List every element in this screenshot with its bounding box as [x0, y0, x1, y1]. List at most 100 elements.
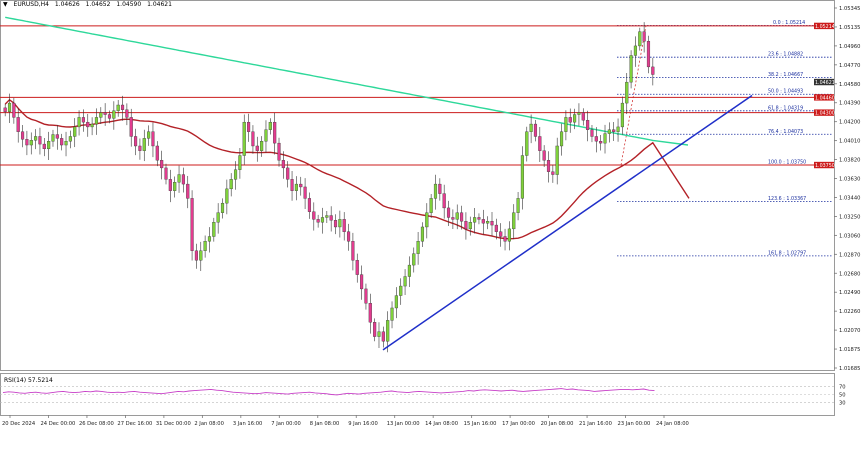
- bear-candle: [442, 193, 446, 209]
- bull-candle: [260, 141, 264, 151]
- y-tick-label: 1.02680: [839, 271, 860, 277]
- bear-candle: [120, 104, 125, 110]
- current-price-label: 1.04621: [815, 80, 835, 86]
- bear-candle: [316, 219, 320, 223]
- bear-candle: [342, 219, 346, 232]
- bull-candle: [620, 102, 624, 128]
- bear-candle: [103, 112, 107, 115]
- bull-candle: [325, 215, 329, 218]
- resistance-price-badge: [814, 161, 834, 169]
- symbol-label: EURUSD,H4: [13, 1, 49, 8]
- y-tick-label: 1.02260: [839, 309, 860, 315]
- bull-candle: [416, 241, 420, 254]
- bear-candle: [273, 121, 277, 144]
- bear-candle: [590, 129, 594, 137]
- bull-candle: [147, 131, 151, 139]
- high-value: 1.04652: [85, 1, 111, 8]
- bull-candle: [529, 123, 533, 132]
- bear-candle: [12, 102, 16, 118]
- bull-candle: [425, 212, 429, 228]
- x-tick-label: 24 Dec 00:00: [40, 421, 75, 427]
- bear-candle: [86, 121, 90, 128]
- resistance-price-label: 1.04460: [815, 95, 835, 101]
- y-tick-label: 1.03820: [839, 158, 860, 164]
- bull-candle: [320, 217, 325, 223]
- bear-candle: [129, 117, 133, 137]
- bear-candle: [333, 220, 338, 228]
- y-tick-label: 1.03250: [839, 214, 860, 220]
- bear-candle: [134, 136, 138, 147]
- bear-candle: [581, 112, 585, 121]
- bull-candle: [73, 126, 77, 137]
- bull-candle: [399, 285, 403, 296]
- resistance-lines-layer: 1.05214 1.04460 1.04300 1.03750 1.04621: [0, 22, 835, 169]
- bull-candle: [203, 241, 207, 251]
- bull-candle: [564, 117, 568, 132]
- x-tick-label: 17 Jan 00:00: [502, 421, 535, 427]
- bear-candle: [3, 107, 7, 112]
- y-tick-label: 1.03440: [839, 195, 860, 201]
- resistance-price-badge: [814, 94, 834, 101]
- bull-candle: [386, 320, 390, 342]
- bear-candle: [368, 303, 372, 323]
- x-tick-label: 27 Dec 16:00: [117, 421, 152, 427]
- y-tick-label: 1.04770: [839, 63, 860, 69]
- bear-candle: [351, 241, 355, 261]
- bull-candle: [473, 217, 477, 223]
- bear-candle: [446, 207, 451, 218]
- bull-candle: [199, 250, 203, 261]
- bear-candle: [20, 131, 25, 140]
- fib-level-label: 0.0 : 1.05214: [773, 20, 805, 26]
- x-tick-label: 20 Dec 2024: [2, 421, 36, 427]
- resistance-price-badge: [814, 109, 834, 116]
- bear-candle: [194, 250, 198, 261]
- bull-candle: [116, 104, 120, 111]
- bull-candle: [216, 212, 220, 223]
- sma-200-line: [5, 16, 689, 146]
- bear-candle: [186, 183, 190, 199]
- fib-level-label: 61.8 : 1.04319: [768, 105, 803, 111]
- bear-candle: [542, 150, 546, 161]
- x-tick-label: 13 Jan 00:00: [387, 421, 420, 427]
- fib-level-label: 100.0 : 1.03750: [768, 160, 806, 166]
- bear-candle: [612, 129, 616, 132]
- y-tick-label: 1.04200: [839, 120, 860, 126]
- ascending-trendline: [382, 94, 753, 351]
- bear-candle: [55, 134, 59, 139]
- bear-candle: [286, 167, 290, 180]
- bear-candle: [107, 114, 112, 119]
- bull-candle: [220, 202, 225, 213]
- bull-candle: [64, 141, 68, 146]
- bear-candle: [499, 231, 503, 237]
- bear-candle: [546, 160, 551, 172]
- bull-candle: [629, 55, 633, 83]
- y-tick-label: 1.04580: [839, 82, 860, 88]
- bull-candle: [264, 129, 268, 142]
- close-value: 1.04621: [147, 1, 172, 8]
- bear-candle: [481, 219, 485, 224]
- bull-candle: [516, 198, 520, 213]
- bull-candle: [403, 276, 407, 287]
- bear-candle: [381, 331, 385, 342]
- bear-candle: [346, 231, 351, 242]
- trendline-layer: [382, 94, 753, 351]
- y-tick-label: 1.01685: [839, 366, 860, 372]
- y-tick-label: 1.04390: [839, 101, 860, 107]
- bear-candle: [494, 224, 498, 232]
- fib-level-label: 123.6 : 1.03367: [768, 196, 806, 202]
- bull-candle: [625, 81, 629, 104]
- x-tick-label: 20 Jan 08:00: [541, 421, 574, 427]
- bear-candle: [277, 142, 281, 161]
- bear-candle: [599, 141, 603, 144]
- bear-candle: [533, 123, 538, 137]
- bear-candle: [538, 136, 542, 151]
- bear-candle: [16, 117, 20, 132]
- bull-candle: [212, 222, 216, 237]
- bull-candle: [633, 45, 638, 56]
- bull-candle: [173, 182, 177, 191]
- x-tick-label: 8 Jan 08:00: [310, 421, 340, 427]
- bull-candle: [7, 102, 12, 112]
- bull-candle: [520, 155, 524, 199]
- y-tick-label: 1.03630: [839, 177, 860, 183]
- collapse-triangle-icon[interactable]: ▼: [3, 1, 8, 8]
